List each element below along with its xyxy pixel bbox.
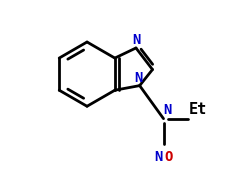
- Text: N: N: [131, 33, 140, 47]
- Text: N: N: [134, 71, 142, 85]
- Text: N: N: [154, 149, 162, 164]
- Text: Et: Et: [188, 102, 207, 117]
- Text: N: N: [163, 103, 171, 117]
- Text: O: O: [164, 149, 172, 164]
